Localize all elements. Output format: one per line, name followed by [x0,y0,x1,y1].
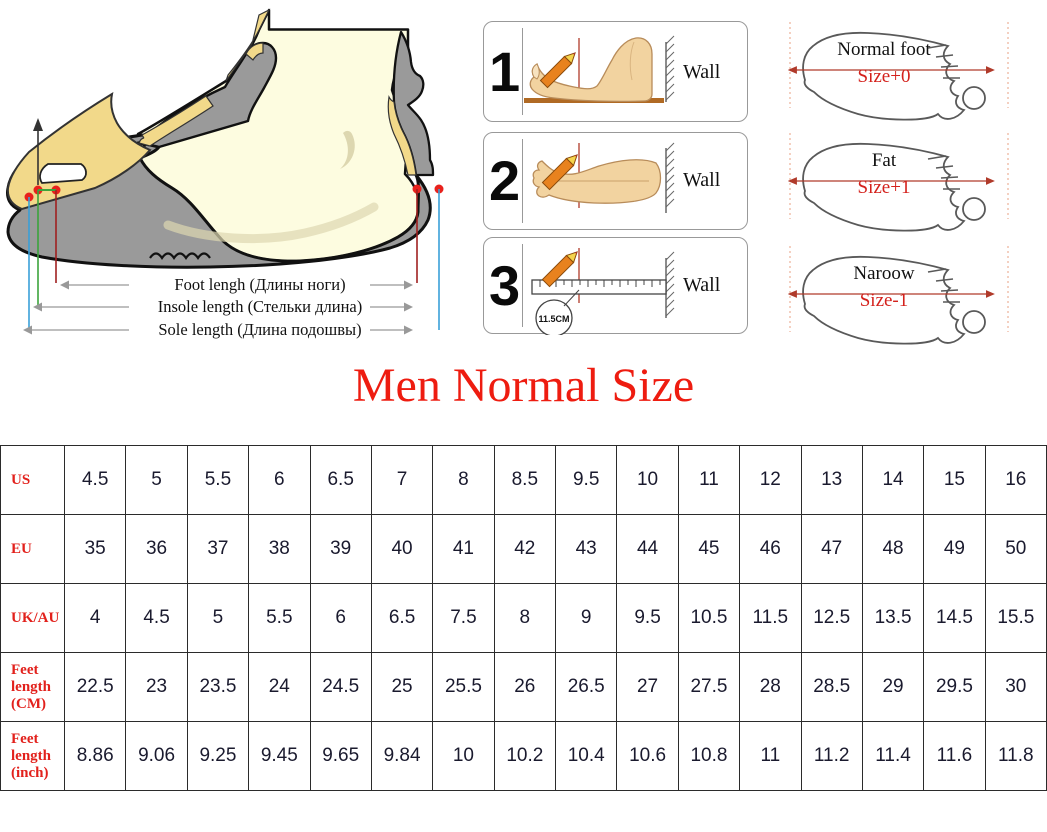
svg-text:Size+0: Size+0 [858,66,911,87]
svg-text:Fat: Fat [872,150,897,171]
svg-text:Naroow: Naroow [853,263,914,284]
svg-text:Normal foot: Normal foot [837,39,931,60]
svg-text:Size-1: Size-1 [860,290,909,311]
svg-text:Size+1: Size+1 [858,177,911,198]
